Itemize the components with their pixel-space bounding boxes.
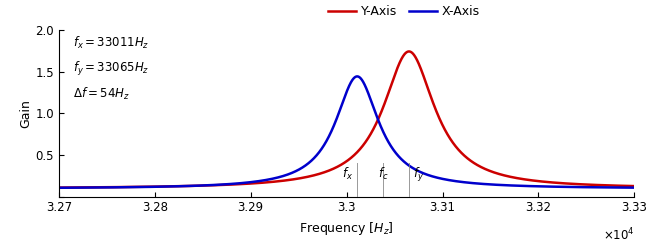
- X-axis label: Frequency $[H_z]$: Frequency $[H_z]$: [300, 220, 394, 237]
- Y-Axis: [630, 184, 638, 187]
- Text: $f_y$: $f_y$: [413, 166, 424, 183]
- X-Axis: [353, 75, 361, 78]
- Y-Axis: [58, 186, 65, 189]
- X-Axis: [630, 186, 638, 189]
- X-Axis: [58, 186, 65, 189]
- Text: $\times 10^4$: $\times 10^4$: [603, 227, 634, 243]
- Y-Axis: [600, 184, 608, 187]
- X-Axis: [90, 186, 97, 189]
- Text: $f_x$: $f_x$: [342, 165, 353, 181]
- Text: $f_c$: $f_c$: [378, 165, 388, 181]
- Legend: Y-Axis, X-Axis: Y-Axis, X-Axis: [323, 0, 485, 23]
- X-Axis: [600, 186, 608, 189]
- X-Axis: [167, 185, 175, 188]
- X-Axis: [336, 108, 344, 111]
- Y-Axis: [405, 50, 413, 53]
- Line: Y-Axis: Y-Axis: [59, 51, 634, 187]
- X-Axis: [55, 186, 63, 189]
- Text: $f_x = 33011H_z$
$f_y = 33065H_z$
$\Delta f = 54H_z$: $f_x = 33011H_z$ $f_y = 33065H_z$ $\Delt…: [73, 35, 150, 102]
- Y-Axis: [90, 186, 97, 189]
- Y-axis label: Gain: Gain: [20, 99, 33, 128]
- Y-Axis: [55, 186, 63, 189]
- Y-Axis: [167, 185, 175, 188]
- Y-Axis: [336, 164, 344, 167]
- X-Axis: [78, 186, 86, 189]
- Y-Axis: [78, 186, 86, 189]
- Line: X-Axis: X-Axis: [59, 76, 634, 188]
